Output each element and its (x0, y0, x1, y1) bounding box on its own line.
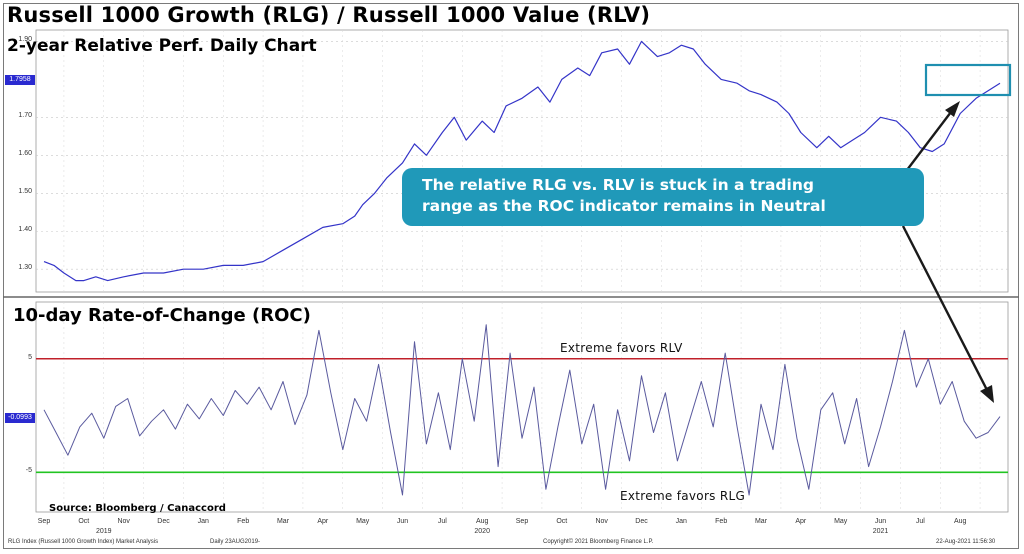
roc-series-line (43, 324, 1001, 496)
x-tick-apr: Apr (317, 518, 329, 525)
price-y-tick: 1.40 (18, 226, 32, 234)
footer-timestamp: 22-Aug-2021 11:56:30 (936, 539, 996, 545)
x-year-2020: 2020 (474, 528, 490, 535)
chart-subtitle: 2-year Relative Perf. Daily Chart (7, 36, 317, 56)
x-tick-dec: Dec (635, 518, 648, 525)
x-tick-jun: Jun (396, 518, 409, 525)
footer-copyright: Copyright© 2021 Bloomberg Finance L.P. (543, 539, 654, 545)
callout-box: The relative RLG vs. RLV is stuck in a t… (402, 168, 924, 226)
arrow-to-roc-head (980, 385, 994, 403)
price-y-tick: 1.70 (18, 112, 32, 120)
price-y-tick: 1.50 (18, 188, 32, 196)
x-tick-nov: Nov (595, 518, 608, 525)
roc-panel-border (35, 301, 1009, 513)
x-tick-may: May (834, 518, 848, 525)
footer-index-name: RLG Index (Russell 1000 Growth Index) Ma… (8, 539, 159, 545)
last-roc-tag: -0.0993 (5, 413, 35, 423)
x-tick-feb: Feb (237, 518, 250, 525)
roc-y-tick: -5 (25, 467, 32, 475)
x-tick-sep: Sep (37, 518, 51, 525)
price-panel-border (35, 29, 1009, 293)
footer-daily: Daily 23AUG2019- (210, 539, 261, 545)
chart-frame (3, 3, 1019, 549)
upper-band-label: Extreme favors RLV (560, 341, 683, 355)
x-tick-jan: Jan (675, 518, 687, 525)
x-tick-nov: Nov (117, 518, 130, 525)
x-tick-oct: Oct (78, 518, 90, 525)
x-tick-aug: Aug (475, 518, 489, 525)
chart-title: Russell 1000 Growth (RLG) / Russell 1000… (7, 3, 651, 27)
x-tick-dec: Dec (157, 518, 170, 525)
arrow-to-range-head (945, 101, 960, 117)
x-tick-mar: Mar (754, 518, 768, 525)
x-tick-jul: Jul (437, 518, 447, 525)
x-tick-mar: Mar (276, 518, 290, 525)
callout-line-1: The relative RLG vs. RLV is stuck in a t… (422, 176, 814, 194)
x-tick-apr: Apr (795, 518, 807, 525)
last-price-tag: 1.7958 (5, 75, 35, 85)
price-y-tick: 1.30 (18, 264, 32, 272)
source-note: Source: Bloomberg / Canaccord (49, 503, 226, 514)
x-tick-jul: Jul (915, 518, 925, 525)
arrow-to-range-shaft (906, 111, 952, 171)
price-y-tick: 1.60 (18, 150, 32, 158)
x-year-2019: 2019 (96, 528, 112, 535)
callout-line-2: range as the ROC indicator remains in Ne… (422, 197, 826, 215)
x-tick-feb: Feb (715, 518, 728, 525)
x-tick-may: May (356, 518, 370, 525)
x-tick-sep: Sep (515, 518, 529, 525)
trading-range-highlight (924, 63, 1012, 97)
x-tick-jan: Jan (197, 518, 209, 525)
price-y-tick: 1.90 (18, 36, 32, 44)
x-tick-jun: Jun (874, 518, 887, 525)
price-series-line (43, 40, 1001, 282)
lower-band-label: Extreme favors RLG (620, 489, 746, 503)
x-tick-aug: Aug (953, 518, 967, 525)
roc-panel-title: 10-day Rate-of-Change (ROC) (13, 305, 311, 326)
x-tick-oct: Oct (556, 518, 568, 525)
arrow-to-roc-shaft (901, 225, 989, 391)
x-year-2021: 2021 (872, 528, 889, 535)
roc-y-tick: 5 (28, 353, 32, 361)
